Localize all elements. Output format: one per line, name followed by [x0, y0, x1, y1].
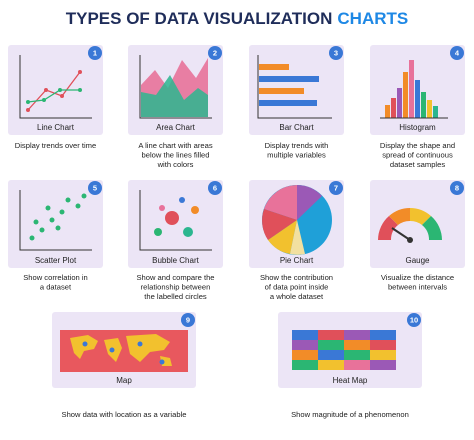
- card-description: Display trends over time: [15, 141, 96, 150]
- badge: [450, 181, 464, 195]
- card-label: Scatter Plot: [35, 256, 77, 265]
- card-description: Display the shape and: [380, 141, 455, 150]
- card-label: Map: [116, 376, 132, 385]
- card-description: of data point inside: [265, 283, 329, 292]
- card-description: Show data with location as a variable: [62, 410, 187, 419]
- card-description: a whole dataset: [270, 292, 324, 301]
- card-label: Bar Chart: [279, 123, 314, 132]
- card-description: spread of continuous: [382, 151, 453, 160]
- badge-number: 9: [186, 315, 190, 324]
- icon-heatmap: [292, 330, 396, 370]
- card-label: Histogram: [399, 123, 436, 132]
- badge: [88, 46, 102, 60]
- icon-bubble: [139, 190, 212, 251]
- icon-area: [139, 55, 212, 119]
- badge-number: 7: [334, 183, 338, 192]
- card-description: multiple variables: [267, 151, 326, 160]
- card-description: Show magnitude of a phenomenon: [291, 410, 409, 419]
- badge: [329, 181, 343, 195]
- card-description: Display trends with: [265, 141, 329, 150]
- card-label: Gauge: [405, 256, 430, 265]
- badge: [88, 181, 102, 195]
- badge: [450, 46, 464, 60]
- card-description: relationship between: [141, 283, 211, 292]
- card-label: Bubble Chart: [152, 256, 199, 265]
- card-label: Pie Chart: [280, 256, 314, 265]
- card: [370, 180, 465, 268]
- icon-gauge: [378, 208, 442, 243]
- card: [8, 45, 103, 135]
- card: [8, 180, 103, 268]
- badge-number: 3: [334, 48, 338, 57]
- card-description: Show correlation in: [23, 273, 88, 282]
- badge: [181, 313, 195, 327]
- badge-number: 5: [93, 183, 97, 192]
- icon-map: [60, 330, 188, 372]
- icon-line: [19, 55, 92, 119]
- card-description: A line chart with areas: [138, 141, 212, 150]
- badge: [208, 46, 222, 60]
- badge-number: 6: [213, 183, 217, 192]
- badge-number: 8: [455, 183, 459, 192]
- badge-number: 2: [213, 48, 217, 57]
- card-label: Line Chart: [37, 123, 75, 132]
- card-description: below the lines filled: [142, 151, 210, 160]
- icon-histogram: [380, 60, 448, 119]
- card-description: Show the contribution: [260, 273, 333, 282]
- badge-number: 1: [93, 48, 97, 57]
- card-description: with colors: [157, 160, 194, 169]
- badge: [208, 181, 222, 195]
- card-description: Visualize the distance: [381, 273, 454, 282]
- badge-number: 10: [410, 315, 418, 324]
- title: TYPES OF DATA VISUALIZATION CHARTS: [66, 9, 409, 28]
- card-description: the labelled circles: [144, 292, 207, 301]
- badge: [407, 313, 421, 327]
- icon-scatter: [19, 190, 92, 251]
- icon-pie: [262, 185, 332, 255]
- card-label: Heat Map: [333, 376, 368, 385]
- card-description: dataset samples: [390, 160, 445, 169]
- icon-bar: [257, 55, 332, 119]
- badge: [329, 46, 343, 60]
- card-description: Show and compare the: [136, 273, 214, 282]
- badge-number: 4: [455, 48, 460, 57]
- card-description: between intervals: [388, 283, 447, 292]
- card-description: a dataset: [40, 283, 72, 292]
- card-label: Area Chart: [156, 123, 195, 132]
- title-accent: CHARTS: [337, 9, 408, 28]
- title-main: TYPES OF DATA VISUALIZATION: [66, 9, 333, 28]
